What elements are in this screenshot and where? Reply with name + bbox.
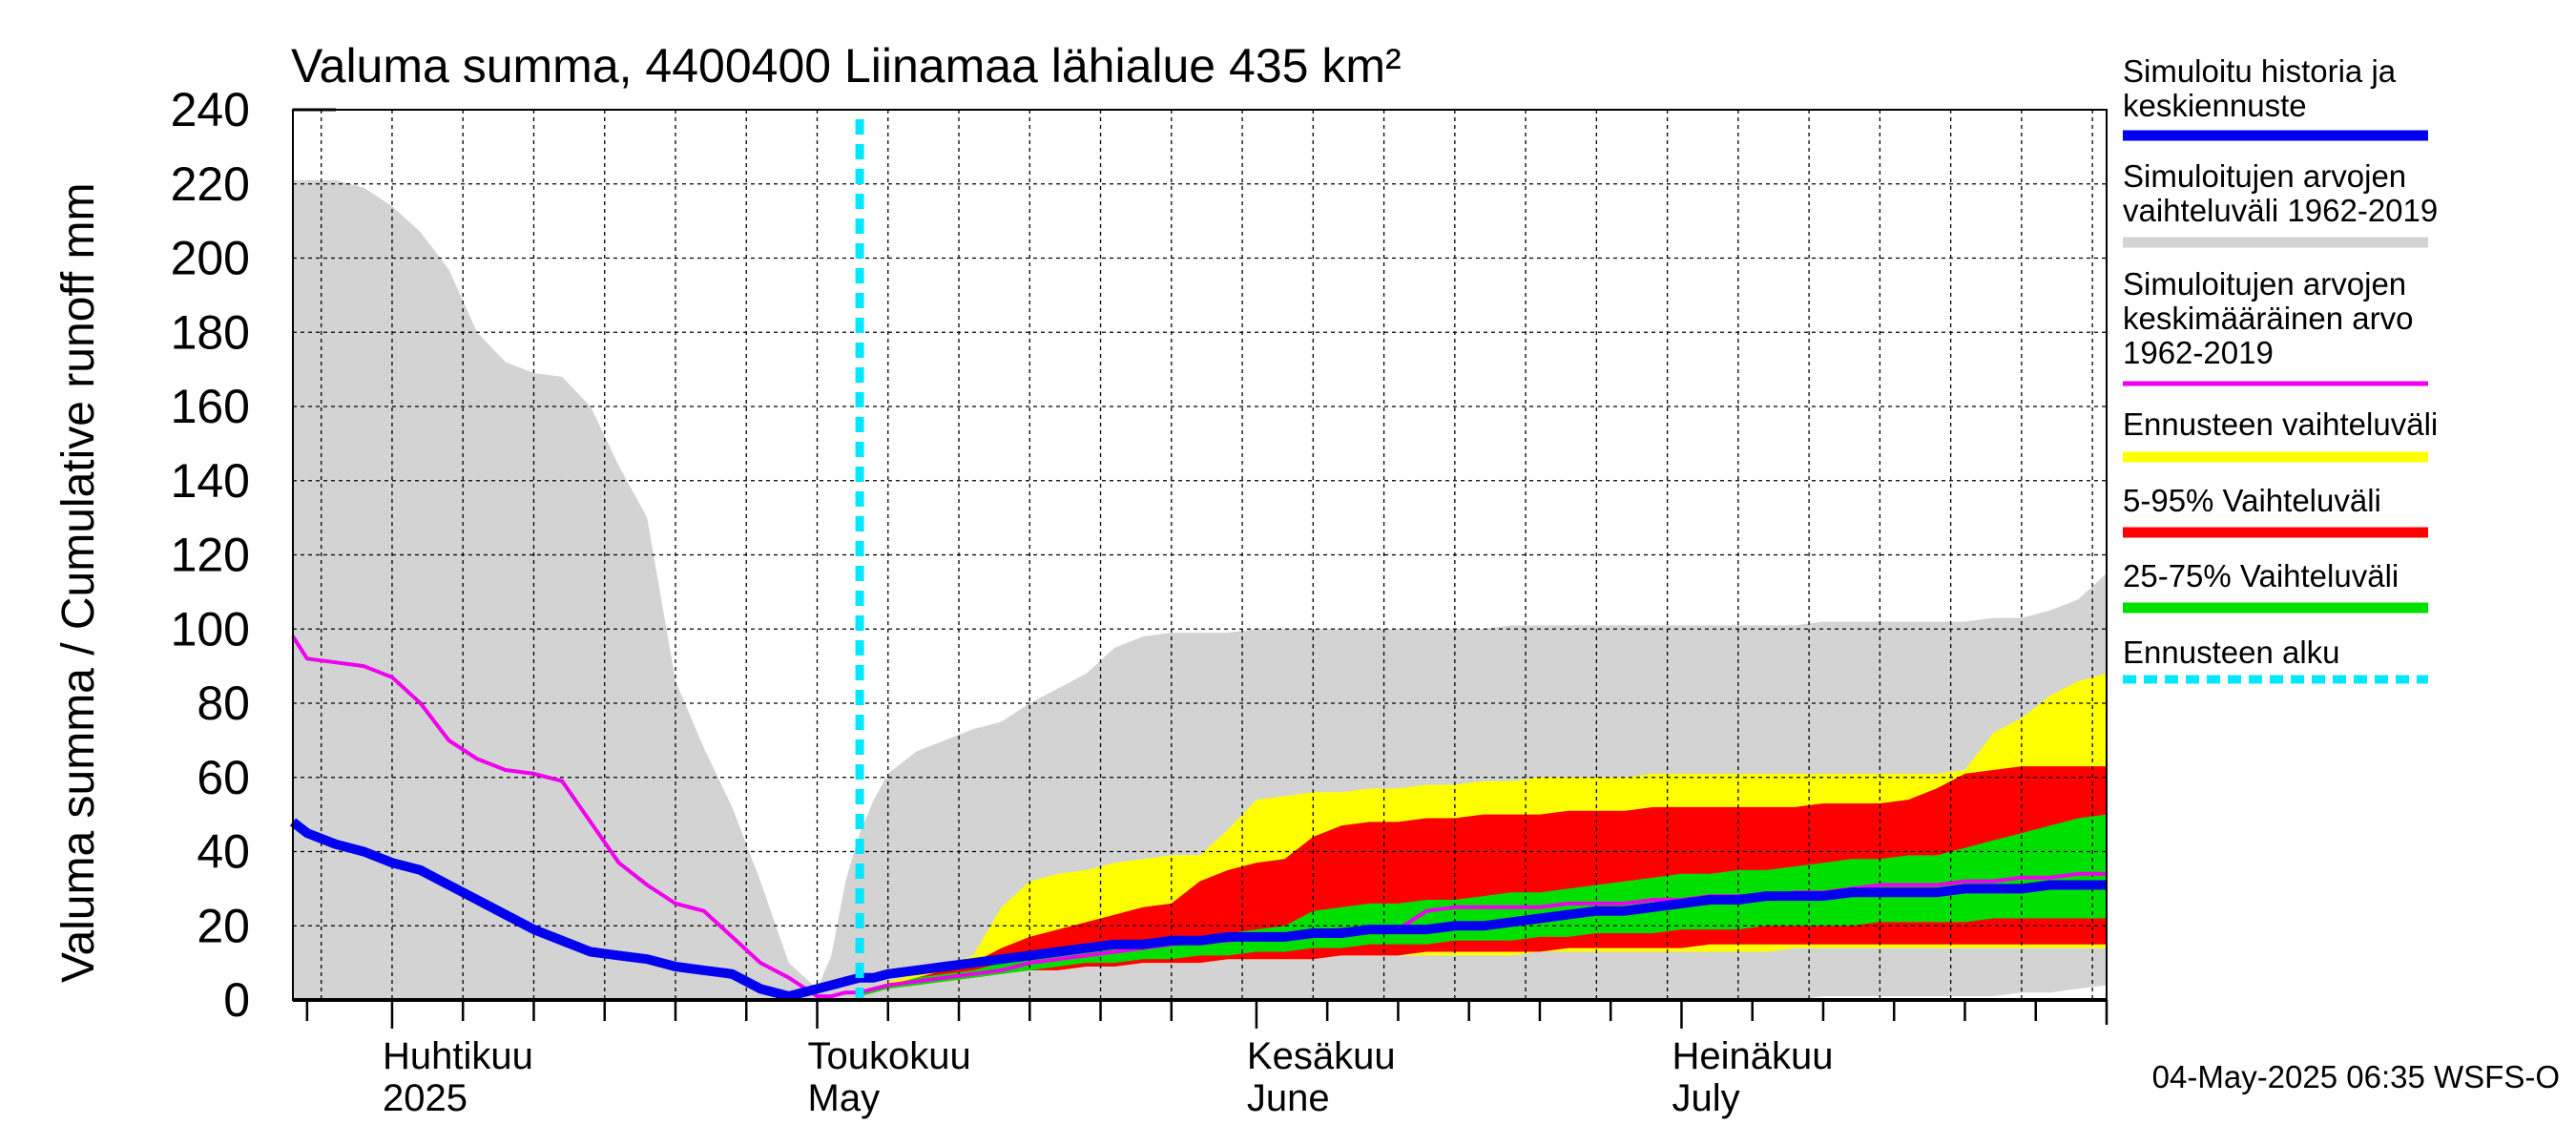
legend-label: 25-75% Vaihteluväli [2123,558,2399,593]
month-label-fi: Huhtikuu [383,1035,533,1077]
chart-title: Valuma summa, 4400400 Liinamaa lähialue … [291,39,1402,93]
y-tick-label: 0 [223,973,250,1027]
month-label-fi: Heinäkuu [1672,1035,1833,1077]
legend-label: Simuloitujen arvojen [2123,158,2406,194]
legend-label: Simuloitujen arvojen [2123,266,2406,302]
legend-label: keskiennuste [2123,88,2307,123]
month-label-fi: Toukokuu [808,1035,971,1077]
month-label-fi: Kesäkuu [1247,1035,1396,1077]
y-tick-label: 80 [197,677,250,730]
y-axis-label: Valuma summa / Cumulative runoff mm [53,183,104,984]
month-label-en: May [808,1077,881,1119]
y-tick-label: 20 [197,899,250,952]
plot-area [289,108,2108,1002]
y-tick-label: 160 [171,380,250,433]
legend-label: 1962-2019 [2123,335,2274,370]
legend-label: Ennusteen vaihteluväli [2123,406,2438,442]
legend-label: Simuloitu historia ja [2123,53,2397,89]
y-tick-label: 120 [171,529,250,582]
y-tick-label: 220 [171,157,250,211]
month-label-en: June [1247,1077,1330,1119]
y-tick-label: 200 [171,232,250,285]
median-line [289,818,2107,1002]
y-tick-label: 100 [171,602,250,656]
grid-lines [293,110,2107,1000]
y-tick-label: 180 [171,305,250,359]
y-tick-label: 140 [171,454,250,508]
y-tick-label: 60 [197,751,250,804]
legend-label: vaihteluväli 1962-2019 [2123,193,2438,228]
legend-label: Ennusteen alku [2123,635,2340,670]
timestamp-label: 04-May-2025 06:35 WSFS-O [2152,1059,2560,1094]
legend-label: keskimääräinen arvo [2123,301,2413,336]
y-axis-ticks: 0 20 40 60 80 100 120 140 160 180 200 220 240 [171,83,250,1027]
y-tick-label: 240 [171,83,250,136]
month-label-en: 2025 [383,1077,467,1119]
legend-label: 5-95% Vaihteluväli [2123,483,2381,518]
month-label-en: July [1672,1077,1739,1119]
y-tick-label: 40 [197,825,250,879]
